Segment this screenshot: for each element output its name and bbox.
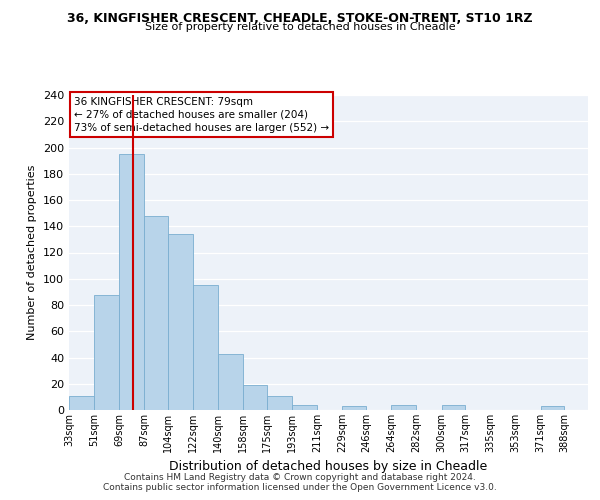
Bar — [541, 406, 564, 410]
Text: 36, KINGFISHER CRESCENT, CHEADLE, STOKE-ON-TRENT, ST10 1RZ: 36, KINGFISHER CRESCENT, CHEADLE, STOKE-… — [67, 12, 533, 26]
Bar — [343, 406, 366, 410]
Text: Contains HM Land Registry data © Crown copyright and database right 2024.: Contains HM Land Registry data © Crown c… — [124, 474, 476, 482]
Bar — [292, 405, 317, 410]
Bar — [442, 405, 465, 410]
Text: 36 KINGFISHER CRESCENT: 79sqm
← 27% of detached houses are smaller (204)
73% of : 36 KINGFISHER CRESCENT: 79sqm ← 27% of d… — [74, 96, 329, 133]
Bar — [193, 286, 218, 410]
Bar — [391, 405, 416, 410]
Bar — [267, 396, 292, 410]
Bar — [69, 396, 94, 410]
Bar — [218, 354, 244, 410]
Bar — [119, 154, 145, 410]
Y-axis label: Number of detached properties: Number of detached properties — [28, 165, 37, 340]
Text: Size of property relative to detached houses in Cheadle: Size of property relative to detached ho… — [145, 22, 455, 32]
Bar — [168, 234, 193, 410]
Bar — [94, 294, 119, 410]
Bar — [244, 385, 267, 410]
Bar — [145, 216, 168, 410]
Text: Contains public sector information licensed under the Open Government Licence v3: Contains public sector information licen… — [103, 484, 497, 492]
X-axis label: Distribution of detached houses by size in Cheadle: Distribution of detached houses by size … — [169, 460, 488, 473]
